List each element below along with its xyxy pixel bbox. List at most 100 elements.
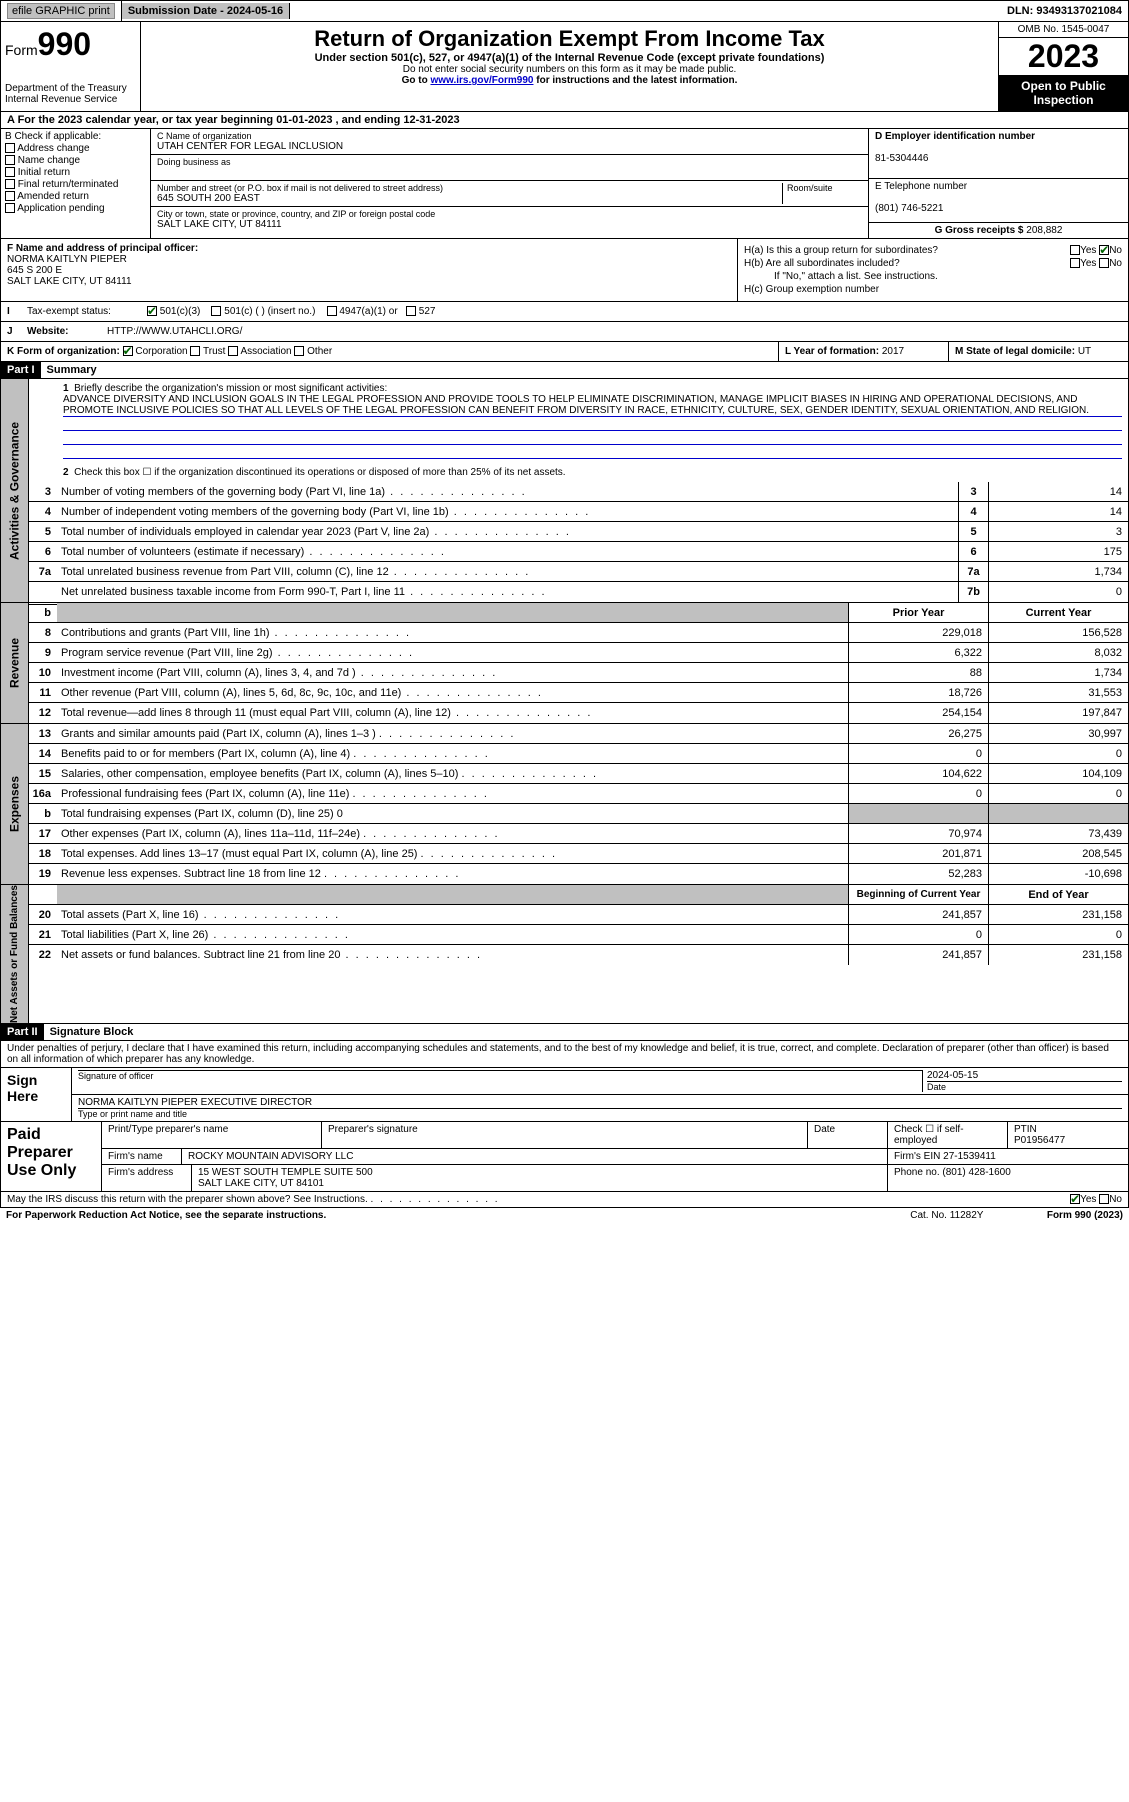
- expenses-section: Expenses 13 Grants and similar amounts p…: [0, 724, 1129, 885]
- table-row: 4 Number of independent voting members o…: [29, 502, 1128, 522]
- principal-officer: F Name and address of principal officer:…: [1, 239, 738, 301]
- firm-phone: (801) 428-1600: [942, 1167, 1010, 1178]
- table-row: Net unrelated business taxable income fr…: [29, 582, 1128, 602]
- cb-name[interactable]: Name change: [5, 155, 146, 166]
- form-ref: Form 990 (2023): [1047, 1210, 1123, 1221]
- h-b-subordinates: H(b) Are all subordinates included? Yes …: [744, 258, 1122, 269]
- cb-address[interactable]: Address change: [5, 143, 146, 154]
- part1-header: Part I Summary: [0, 362, 1129, 379]
- ein-value: 81-5304446: [875, 153, 928, 164]
- table-row: 3 Number of voting members of the govern…: [29, 482, 1128, 502]
- table-row: 7a Total unrelated business revenue from…: [29, 562, 1128, 582]
- room-label: Room/suite: [787, 183, 862, 193]
- signature-block: Under penalties of perjury, I declare th…: [0, 1041, 1129, 1192]
- efile-cell: efile GRAPHIC print: [1, 1, 122, 21]
- discuss-row: May the IRS discuss this return with the…: [0, 1192, 1129, 1208]
- table-row: 17 Other expenses (Part IX, column (A), …: [29, 824, 1128, 844]
- efile-button[interactable]: efile GRAPHIC print: [7, 3, 115, 19]
- dln: DLN: 93493137021084: [1001, 3, 1128, 19]
- cb-initial[interactable]: Initial return: [5, 167, 146, 178]
- table-row: 19 Revenue less expenses. Subtract line …: [29, 864, 1128, 884]
- row-a-period: A For the 2023 calendar year, or tax yea…: [0, 112, 1129, 129]
- tax-year: 2023: [999, 38, 1128, 75]
- table-row: 8 Contributions and grants (Part VIII, l…: [29, 623, 1128, 643]
- irs-link[interactable]: www.irs.gov/Form990: [430, 75, 533, 86]
- mission-block: 1 Briefly describe the organization's mi…: [29, 379, 1128, 463]
- street-address: 645 SOUTH 200 EAST: [157, 193, 782, 204]
- table-row: 21 Total liabilities (Part X, line 26) 0…: [29, 925, 1128, 945]
- cb-final[interactable]: Final return/terminated: [5, 179, 146, 190]
- cb-pending[interactable]: Application pending: [5, 203, 146, 214]
- address-row: Number and street (or P.O. box if mail i…: [151, 181, 868, 207]
- phone-value: (801) 746-5221: [875, 203, 943, 214]
- table-row: b Total fundraising expenses (Part IX, c…: [29, 804, 1128, 824]
- sig-officer-label: Signature of officer: [78, 1070, 922, 1081]
- city-state-zip: SALT LAKE CITY, UT 84111: [157, 219, 862, 230]
- ein-row: D Employer identification number 81-5304…: [869, 129, 1128, 179]
- revenue-section: Revenue b Prior Year Current Year 8 Cont…: [0, 603, 1129, 724]
- firm-addr-label: Firm's address: [102, 1165, 192, 1191]
- table-row: 12 Total revenue—add lines 8 through 11 …: [29, 703, 1128, 723]
- mission-text: ADVANCE DIVERSITY AND INCLUSION GOALS IN…: [63, 394, 1122, 417]
- table-row: 5 Total number of individuals employed i…: [29, 522, 1128, 542]
- footer-row: For Paperwork Reduction Act Notice, see …: [0, 1208, 1129, 1223]
- table-row: 9 Program service revenue (Part VIII, li…: [29, 643, 1128, 663]
- firm-name: ROCKY MOUNTAIN ADVISORY LLC: [182, 1149, 888, 1164]
- preparer-sig-col: Preparer's signature: [322, 1122, 808, 1148]
- goto-note: Go to www.irs.gov/Form990 for instructio…: [145, 75, 994, 86]
- col-b-checkboxes: B Check if applicable: Address change Na…: [1, 129, 151, 238]
- table-row: 13 Grants and similar amounts paid (Part…: [29, 724, 1128, 744]
- form-title: Return of Organization Exempt From Incom…: [145, 26, 994, 52]
- h-a-group-return: H(a) Is this a group return for subordin…: [744, 245, 1122, 256]
- netassets-header-row: Beginning of Current Year End of Year: [29, 885, 1128, 905]
- dept-label: Department of the TreasuryInternal Reven…: [5, 83, 136, 105]
- sign-here-label: Sign Here: [1, 1068, 71, 1121]
- governance-section: Activities & Governance 1 Briefly descri…: [0, 379, 1129, 603]
- h-c-exemption: H(c) Group exemption number: [744, 284, 1122, 295]
- perjury-text: Under penalties of perjury, I declare th…: [1, 1041, 1128, 1067]
- row-j-website: J Website: HTTP://WWW.UTAHCLI.ORG/: [0, 322, 1129, 342]
- gross-receipts: 208,882: [1026, 225, 1062, 236]
- table-row: 22 Net assets or fund balances. Subtract…: [29, 945, 1128, 965]
- vtab-expenses: Expenses: [1, 724, 29, 884]
- phone-row: E Telephone number (801) 746-5221: [869, 179, 1128, 223]
- row-klm: K Form of organization: Corporation Trus…: [0, 342, 1129, 362]
- state-domicile: M State of legal domicile: UT: [948, 342, 1128, 361]
- firm-addr: 15 WEST SOUTH TEMPLE SUITE 500: [198, 1167, 373, 1178]
- table-row: 20 Total assets (Part X, line 16) 241,85…: [29, 905, 1128, 925]
- row-i-status: I Tax-exempt status: 501(c)(3) 501(c) ( …: [0, 302, 1129, 322]
- form-subtitle: Under section 501(c), 527, or 4947(a)(1)…: [145, 52, 994, 64]
- form-label: Form990: [5, 26, 136, 63]
- vtab-revenue: Revenue: [1, 603, 29, 723]
- top-bar: efile GRAPHIC print Submission Date - 20…: [0, 0, 1129, 22]
- gross-receipts-row: G Gross receipts $ 208,882: [869, 223, 1128, 238]
- website-url: HTTP://WWW.UTAHCLI.ORG/: [101, 322, 1128, 341]
- omb-number: OMB No. 1545-0047: [999, 22, 1128, 38]
- table-row: 14 Benefits paid to or for members (Part…: [29, 744, 1128, 764]
- preparer-name-col: Print/Type preparer's name: [102, 1122, 322, 1148]
- col-b-label: B Check if applicable:: [5, 131, 146, 142]
- table-row: 16a Professional fundraising fees (Part …: [29, 784, 1128, 804]
- table-row: 10 Investment income (Part VIII, column …: [29, 663, 1128, 683]
- firm-ein: 27-1539411: [943, 1151, 996, 1162]
- dba-row: Doing business as: [151, 155, 868, 181]
- q2-discontinued: 2 Check this box ☐ if the organization d…: [29, 463, 1128, 482]
- vtab-governance: Activities & Governance: [1, 379, 29, 602]
- year-formation: L Year of formation: 2017: [778, 342, 948, 361]
- open-public: Open to Public Inspection: [999, 75, 1128, 111]
- ptin-value: P01956477: [1014, 1135, 1065, 1146]
- table-row: 11 Other revenue (Part VIII, column (A),…: [29, 683, 1128, 703]
- section-fh: F Name and address of principal officer:…: [0, 239, 1129, 302]
- table-row: 15 Salaries, other compensation, employe…: [29, 764, 1128, 784]
- table-row: 18 Total expenses. Add lines 13–17 (must…: [29, 844, 1128, 864]
- vtab-netassets: Net Assets or Fund Balances: [1, 885, 29, 1023]
- org-name-row: C Name of organization UTAH CENTER FOR L…: [151, 129, 868, 155]
- paid-preparer-label: Paid Preparer Use Only: [1, 1122, 101, 1191]
- netassets-section: Net Assets or Fund Balances Beginning of…: [0, 885, 1129, 1024]
- ssn-note: Do not enter social security numbers on …: [145, 64, 994, 75]
- cb-amended[interactable]: Amended return: [5, 191, 146, 202]
- sig-date: 2024-05-15: [927, 1070, 978, 1081]
- part2-header: Part II Signature Block: [0, 1024, 1129, 1041]
- firm-name-label: Firm's name: [102, 1149, 182, 1164]
- h-b-note: If "No," attach a list. See instructions…: [744, 271, 1122, 282]
